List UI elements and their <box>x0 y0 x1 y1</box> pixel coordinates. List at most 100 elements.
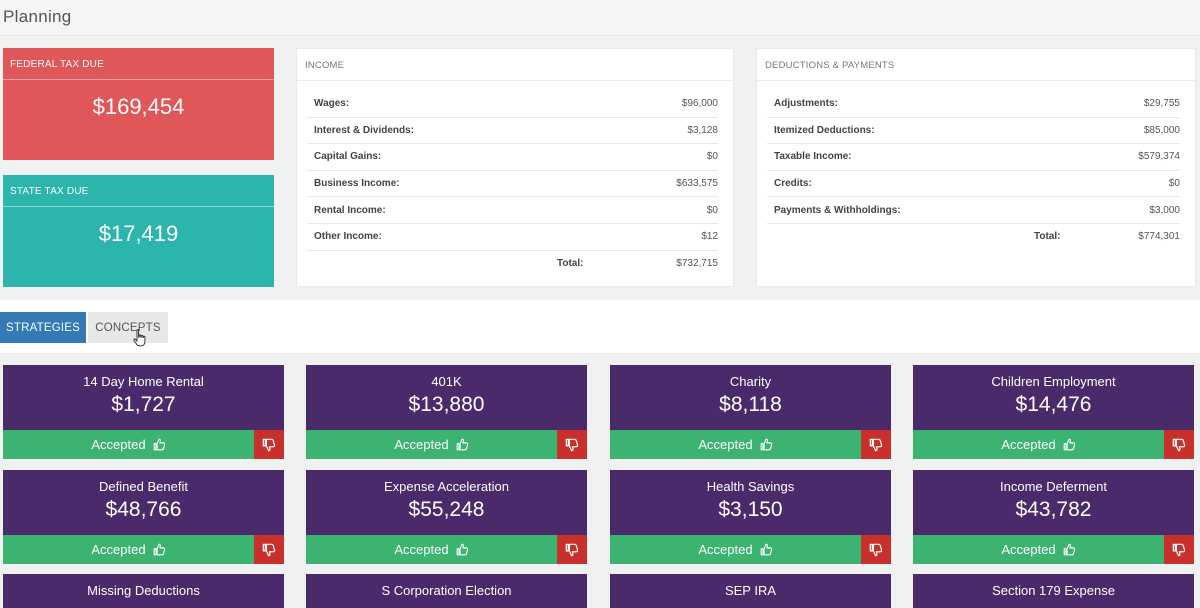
hand-pointer-icon <box>133 329 146 347</box>
deduction-row: Adjustments: $29,755 <box>767 91 1180 118</box>
reject-button[interactable] <box>254 430 284 459</box>
accept-button[interactable]: Accepted <box>3 430 254 459</box>
deductions-panel: DEDUCTIONS & PAYMENTS Adjustments: $29,75… <box>756 48 1196 287</box>
reject-button[interactable] <box>557 430 587 459</box>
tab-bar: STRATEGIES CONCEPTS <box>0 300 1200 354</box>
accept-label: Accepted <box>698 437 753 452</box>
federal-tax-label: FEDERAL TAX DUE <box>3 48 274 80</box>
accept-button[interactable]: Accepted <box>3 535 254 564</box>
income-row-label: Rental Income: <box>314 204 386 216</box>
reject-button[interactable] <box>861 430 891 459</box>
reject-button[interactable] <box>557 535 587 564</box>
strategy-name: Income Deferment <box>1000 479 1107 494</box>
strategy-card: 401K $13,880 Accepted <box>306 365 587 459</box>
thumbs-down-icon <box>262 543 276 556</box>
page-header: Planning <box>0 0 1200 36</box>
strategy-amount: $3,150 <box>718 498 783 521</box>
thumbs-down-icon <box>1172 543 1186 556</box>
strategy-name: SEP IRA <box>724 583 777 598</box>
income-row-label: Other Income: <box>314 231 382 243</box>
strategy-amount: $48,766 <box>105 498 182 521</box>
deductions-total-row: Total: $774,301 <box>767 224 1180 250</box>
strategy-name: Charity <box>729 374 772 389</box>
accept-button[interactable]: Accepted <box>306 535 557 564</box>
strategy-card: SEP IRA <box>610 574 891 608</box>
strategy-name: 14 Day Home Rental <box>83 374 204 389</box>
thumbs-up-icon <box>760 543 772 556</box>
deductions-title: DEDUCTIONS & PAYMENTS <box>757 49 1195 81</box>
thumbs-up-icon <box>153 438 165 451</box>
page-title: Planning <box>3 7 72 26</box>
strategy-card: 14 Day Home Rental $1,727 Accepted <box>3 365 284 459</box>
thumbs-down-icon <box>262 438 276 451</box>
thumbs-up-icon <box>1063 543 1075 556</box>
strategy-amount: $14,476 <box>1015 393 1092 416</box>
thumbs-down-icon <box>869 438 883 451</box>
strategy-amount: $13,880 <box>408 393 485 416</box>
thumbs-down-icon <box>565 438 579 451</box>
thumbs-down-icon <box>869 543 883 556</box>
thumbs-up-icon <box>456 543 468 556</box>
deduction-row: Payments & Withholdings: $3,000 <box>767 197 1180 224</box>
reject-button[interactable] <box>861 535 891 564</box>
state-tax-value: $17,419 <box>98 221 179 246</box>
strategy-name: Health Savings <box>706 479 795 494</box>
income-row-label: Business Income: <box>314 178 400 190</box>
income-row-value: $96,000 <box>681 98 718 110</box>
strategy-card: Section 179 Expense <box>913 574 1194 608</box>
deduction-row-value: $579,374 <box>1138 151 1180 163</box>
thumbs-down-icon <box>1172 438 1186 451</box>
reject-button[interactable] <box>1164 430 1194 459</box>
reject-button[interactable] <box>254 535 284 564</box>
strategy-card: Expense Acceleration $55,248 Accepted <box>306 470 587 564</box>
thumbs-up-icon <box>760 438 772 451</box>
deduction-row: Taxable Income: $579,374 <box>767 144 1180 171</box>
federal-tax-value: $169,454 <box>92 94 185 119</box>
deduction-row-label: Itemized Deductions: <box>774 124 875 136</box>
accept-button[interactable]: Accepted <box>306 430 557 459</box>
strategy-name: S Corporation Election <box>381 583 512 598</box>
thumbs-up-icon <box>153 543 165 556</box>
income-row-value: $3,128 <box>687 124 718 136</box>
income-total-row: Total: $732,715 <box>307 251 718 277</box>
income-panel: INCOME Wages: $96,000 Interest & Dividend… <box>296 48 734 287</box>
strategy-card: Missing Deductions <box>3 574 284 608</box>
deduction-row-label: Adjustments: <box>774 98 838 110</box>
income-row: Business Income: $633,575 <box>307 171 718 198</box>
tab-concepts[interactable]: CONCEPTS <box>88 312 168 343</box>
strategy-card: Defined Benefit $48,766 Accepted <box>3 470 284 564</box>
accept-button[interactable]: Accepted <box>913 430 1164 459</box>
income-row-value: $12 <box>701 231 718 243</box>
strategy-name: Missing Deductions <box>87 583 200 598</box>
accept-label: Accepted <box>1001 437 1056 452</box>
deductions-total-label: Total: <box>1034 231 1061 243</box>
accept-label: Accepted <box>1001 542 1056 557</box>
income-row: Capital Gains: $0 <box>307 144 718 171</box>
strategy-card: Charity $8,118 Accepted <box>610 365 891 459</box>
accept-button[interactable]: Accepted <box>913 535 1164 564</box>
deduction-row-value: $3,000 <box>1149 204 1180 216</box>
deduction-row-value: $85,000 <box>1143 124 1180 136</box>
strategy-name: 401K <box>431 374 462 389</box>
deduction-row-label: Payments & Withholdings: <box>774 204 901 216</box>
strategy-card: S Corporation Election <box>306 574 587 608</box>
deduction-row: Itemized Deductions: $85,000 <box>767 118 1180 145</box>
thumbs-down-icon <box>565 543 579 556</box>
accept-button[interactable]: Accepted <box>610 535 861 564</box>
deduction-row-label: Credits: <box>774 178 812 190</box>
state-tax-label: STATE TAX DUE <box>3 175 274 207</box>
tab-strategies[interactable]: STRATEGIES <box>0 312 86 343</box>
income-row-value: $0 <box>706 151 718 163</box>
reject-button[interactable] <box>1164 535 1194 564</box>
deductions-total-value: $774,301 <box>1138 231 1180 243</box>
state-tax-card: STATE TAX DUE $17,419 <box>3 175 274 287</box>
accept-label: Accepted <box>91 437 146 452</box>
income-row-label: Interest & Dividends: <box>314 124 415 136</box>
thumbs-up-icon <box>1063 438 1075 451</box>
deduction-row-value: $29,755 <box>1143 98 1180 110</box>
strategy-name: Expense Acceleration <box>383 479 510 494</box>
accept-label: Accepted <box>394 437 449 452</box>
strategy-name: Section 179 Expense <box>992 583 1115 598</box>
income-total-value: $732,715 <box>676 258 718 270</box>
accept-button[interactable]: Accepted <box>610 430 861 459</box>
